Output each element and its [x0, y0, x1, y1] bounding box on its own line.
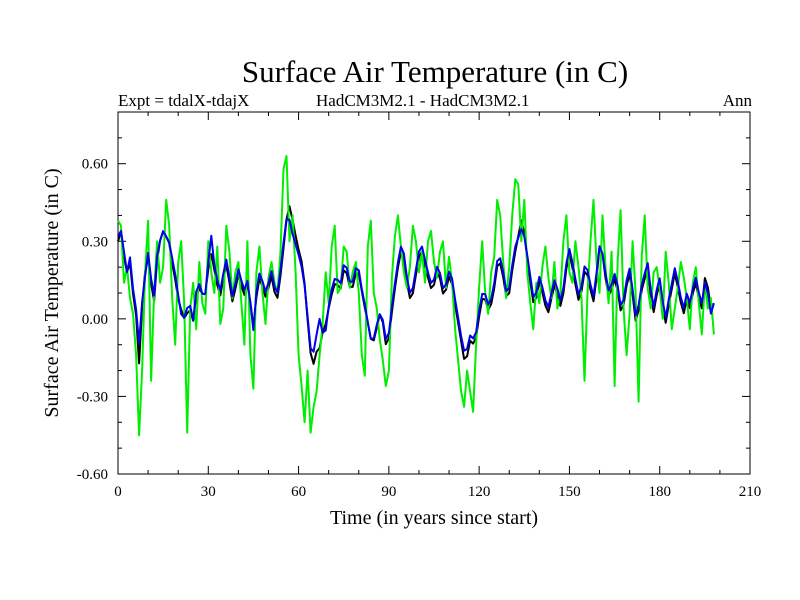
y-tick-label: 0.60	[82, 157, 108, 173]
chart-title: Surface Air Temperature (in C)	[241, 54, 629, 89]
y-tick-label: -0.60	[77, 467, 108, 483]
x-axis-label: Time (in years since start)	[330, 507, 538, 529]
series-group	[117, 155, 715, 437]
y-tick-label: 0.30	[82, 234, 108, 250]
model-comparison-label: HadCM3M2.1 - HadCM3M2.1	[316, 91, 530, 110]
x-tick-label: 30	[201, 484, 216, 500]
y-tick-label: -0.30	[77, 389, 108, 405]
x-tick-label: 180	[648, 484, 671, 500]
series-line-blue	[117, 218, 715, 353]
axis-ticks: 0 30 60 90 120 150 180 210 -0.60 -0.30 0.00 0.30 0.6…	[77, 111, 762, 500]
x-tick-label: 60	[291, 484, 306, 500]
y-tick-label: 0.00	[82, 312, 108, 328]
x-tick-label: 120	[468, 484, 491, 500]
experiment-label: Expt = tdalX-tdajX	[118, 91, 250, 110]
series-line-green	[117, 155, 715, 437]
season-label: Ann	[722, 91, 752, 110]
y-axis-label: Surface Air Temperature (in C)	[41, 168, 63, 417]
x-tick-label: 90	[381, 484, 396, 500]
x-tick-label: 210	[739, 484, 762, 500]
x-tick-label: 150	[558, 484, 581, 500]
x-tick-label: 0	[114, 484, 122, 500]
